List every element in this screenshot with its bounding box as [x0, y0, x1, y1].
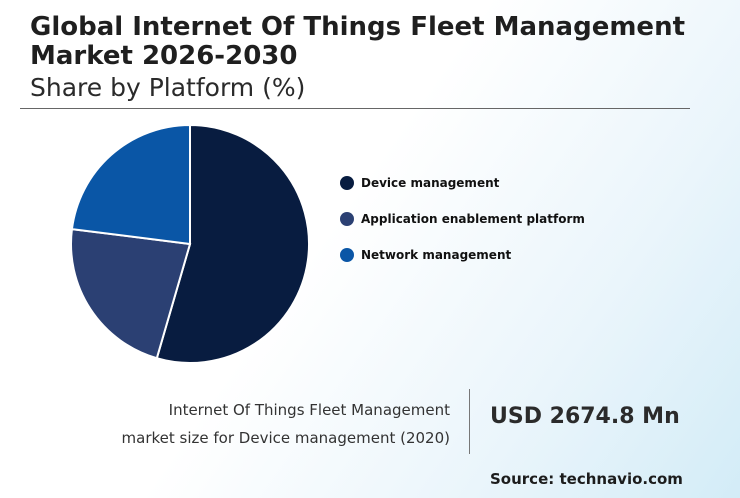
stat-value: USD 2674.8 Mn [490, 404, 680, 429]
title-divider [20, 108, 690, 109]
chart-subtitle: Share by Platform (%) [30, 73, 306, 102]
source-credit: Source: technavio.com [490, 470, 683, 488]
chart-legend: Device management Application enablement … [340, 174, 585, 282]
legend-item: Application enablement platform [340, 210, 585, 228]
legend-swatch [340, 176, 354, 190]
stat-label: Internet Of Things Fleet Management mark… [60, 396, 450, 452]
legend-swatch [340, 248, 354, 262]
legend-label: Network management [361, 248, 512, 262]
legend-label: Application enablement platform [361, 212, 585, 226]
pie-slice-application-enablement-platform [70, 227, 192, 360]
legend-item: Network management [340, 246, 585, 264]
legend-label: Device management [361, 176, 500, 190]
chart-title: Global Internet Of Things Fleet Manageme… [30, 12, 686, 71]
legend-item: Device management [340, 174, 585, 192]
stat-label-line-2: market size for Device management (2020) [121, 429, 450, 447]
stat-divider [469, 389, 470, 454]
pie-slice-network-management [70, 123, 191, 246]
pie-slice-device-management [155, 123, 310, 364]
stat-label-line-1: Internet Of Things Fleet Management [168, 401, 450, 419]
legend-swatch [340, 212, 354, 226]
